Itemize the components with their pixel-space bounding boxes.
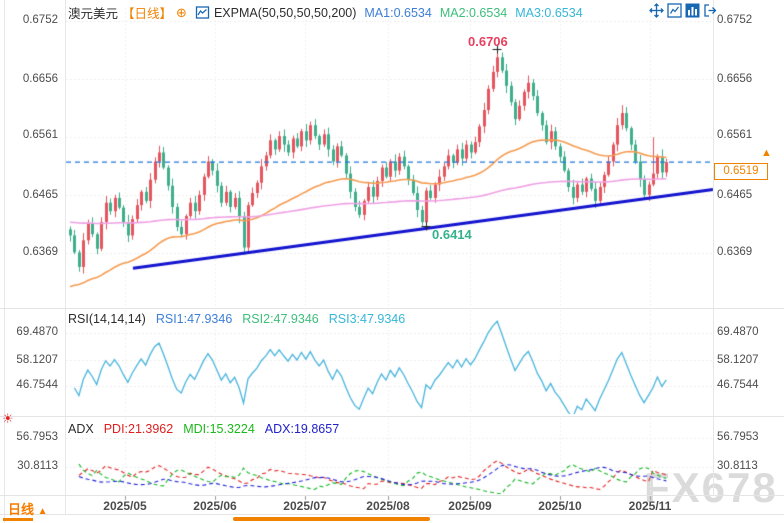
axes-chart-button[interactable]: [667, 3, 682, 18]
tab-active-underline: [3, 518, 33, 521]
bottom-bar-separator: [0, 514, 784, 515]
time-axis-label: 2025/05: [103, 499, 147, 513]
rsi-axis-tick: 69.4870: [16, 326, 58, 338]
rsi3-value-label: RSI3:47.9346: [328, 312, 406, 326]
rsi-axis-tick: 46.7544: [16, 379, 58, 391]
adx-axis-tick: 30.8113: [717, 460, 758, 472]
pan-tool-button[interactable]: [649, 3, 664, 18]
time-axis-label: 2025/08: [366, 499, 410, 513]
rsi1-value-label: RSI1:47.9346: [155, 312, 233, 326]
time-axis-label: 2025/11: [628, 499, 672, 513]
rsi-axis-tick: 58.1207: [16, 354, 58, 366]
main-axis-tick: 0.6369: [22, 246, 58, 258]
main-axis-tick: 0.6752: [717, 14, 753, 26]
time-axis-label: 2025/09: [448, 499, 492, 513]
horizontal-scrollbar-thumb[interactable]: [233, 517, 430, 521]
tab-daily-label: 日线: [8, 502, 35, 517]
expma-chart-icon: [195, 5, 210, 20]
current-price-tag: 0.6519: [714, 163, 768, 180]
rsi-panel-header: RSI(14,14,14) RSI1:47.9346 RSI2:47.9346 …: [68, 312, 405, 326]
plot-right-divider: [713, 0, 714, 496]
adx-axis-tick: 56.7953: [717, 431, 759, 443]
time-axis-label: 2025/06: [193, 499, 237, 513]
main-rsi-separator: [0, 308, 784, 309]
exit-fullscreen-button[interactable]: [703, 3, 718, 18]
adx-value-label: ADX:19.8657: [264, 422, 340, 436]
symbol-label: 澳元美元: [68, 7, 119, 21]
period-label: 【日线】: [122, 7, 173, 21]
pdi-value-label: PDI:21.3962: [103, 422, 174, 436]
main-axis-tick: 0.6656: [717, 73, 753, 85]
rsi2-value-label: RSI2:47.9346: [242, 312, 319, 326]
adx-timeaxis-separator: [0, 495, 784, 496]
adx-panel-header: ADX PDI:21.3962 MDI:15.3224 ADX:19.8657: [68, 422, 339, 436]
bar-chart-button[interactable]: [685, 3, 700, 18]
main-axis-tick: 0.6561: [22, 129, 58, 141]
price-up-arrow-icon: ▲: [761, 147, 772, 159]
tab-dropdown-arrow-icon: ▲: [37, 506, 48, 517]
main-chart-header: 澳元美元 【日线】 ⊕ EXPMA(50,50,50,50,200) MA1:0…: [68, 3, 583, 22]
low-annotation: 0.6414: [432, 227, 472, 242]
rsi-axis-tick: 58.1207: [717, 354, 759, 366]
main-axis-tick: 0.6465: [717, 189, 753, 201]
add-indicator-icon[interactable]: ⊕: [176, 4, 187, 20]
ma1-value-label: MA1:0.6534: [364, 5, 432, 20]
main-axis-tick: 0.6369: [717, 246, 753, 258]
ma2-value-label: MA2:0.6534: [439, 5, 508, 20]
left-edge-divider: [4, 0, 5, 523]
main-axis-tick: 0.6465: [22, 189, 58, 201]
axis-column-divider: [65, 0, 66, 514]
tab-daily[interactable]: 日线 ▲: [8, 499, 48, 518]
chart-toolbar: [649, 3, 718, 18]
mdi-value-label: MDI:15.3224: [183, 422, 255, 436]
adx-axis-tick: 56.7953: [16, 431, 58, 443]
high-annotation: 0.6706: [468, 34, 508, 49]
rsi-title: RSI(14,14,14): [68, 312, 146, 326]
alert-icon[interactable]: ☀: [2, 411, 14, 426]
rsi-axis-tick: 69.4870: [717, 326, 759, 338]
time-axis-label: 2025/10: [538, 499, 582, 513]
rsi-axis-tick: 46.7544: [717, 379, 759, 391]
main-axis-tick: 0.6752: [22, 14, 58, 26]
main-axis-tick: 0.6656: [22, 73, 58, 85]
main-axis-tick: 0.6561: [717, 129, 753, 141]
adx-title: ADX: [68, 422, 94, 436]
rsi-adx-separator: [0, 416, 784, 417]
ma3-value-label: MA3:0.6534: [515, 5, 583, 20]
adx-axis-tick: 30.8113: [17, 460, 58, 472]
indicator-label: EXPMA(50,50,50,50,200): [213, 5, 357, 20]
time-axis-label: 2025/07: [283, 499, 327, 513]
